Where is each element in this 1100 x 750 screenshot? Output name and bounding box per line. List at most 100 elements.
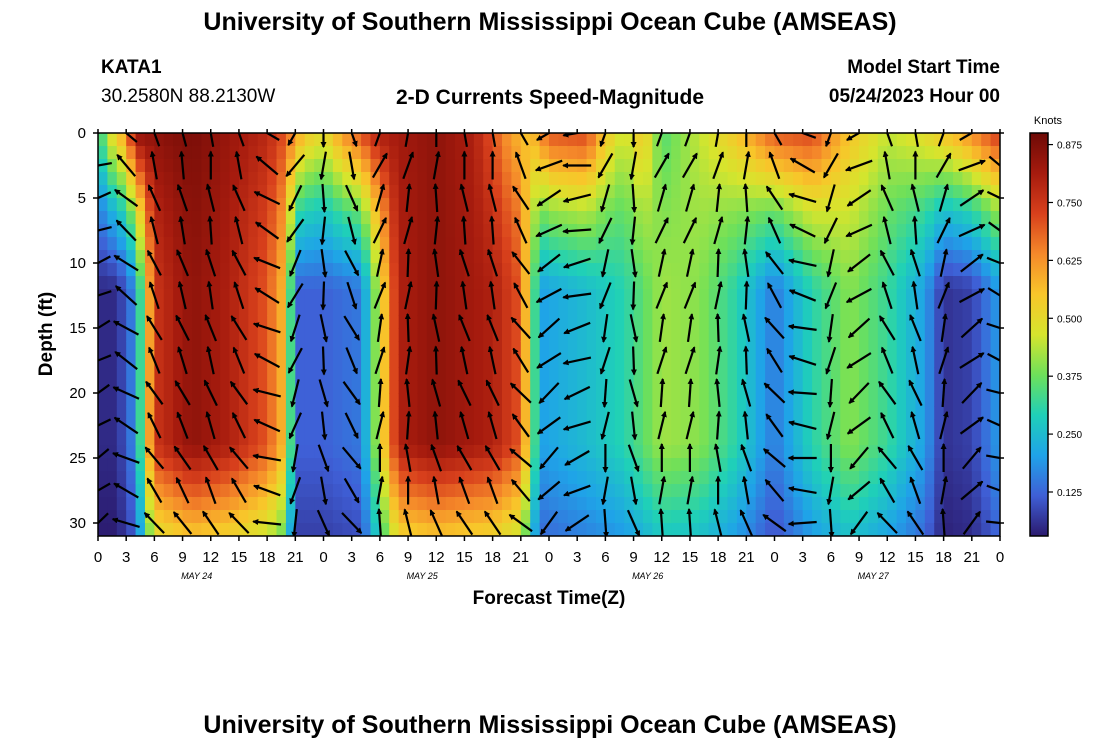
heatmap-cell — [520, 224, 531, 238]
heatmap-cell — [323, 159, 334, 173]
heatmap-cell — [887, 250, 898, 264]
heatmap-cell — [351, 367, 362, 381]
heatmap-cell — [953, 263, 964, 277]
heatmap-cell — [220, 497, 231, 511]
heatmap-cell — [182, 302, 193, 316]
heatmap-cell — [351, 406, 362, 420]
heatmap-cell — [943, 432, 954, 446]
heatmap-cell — [323, 458, 334, 472]
heatmap-cell — [802, 172, 813, 186]
heatmap-cell — [981, 159, 992, 173]
heatmap-cell — [624, 289, 635, 303]
heatmap-cell — [257, 302, 268, 316]
heatmap-cell — [765, 237, 776, 251]
heatmap-cell — [455, 432, 466, 446]
heatmap-cell — [943, 250, 954, 264]
heatmap-cell — [699, 341, 710, 355]
heatmap-cell — [567, 315, 578, 329]
heatmap-cell — [962, 250, 973, 264]
heatmap-cell — [671, 354, 682, 368]
heatmap-cell — [859, 471, 870, 485]
heatmap-cell — [116, 380, 127, 394]
heatmap-cell — [755, 289, 766, 303]
heatmap-cell — [342, 146, 353, 160]
heatmap-cell — [257, 367, 268, 381]
x-tick-label: 15 — [231, 549, 248, 566]
heatmap-cell — [191, 445, 202, 459]
heatmap-cell — [689, 523, 700, 536]
heatmap-cell — [765, 523, 776, 536]
heatmap-cell — [642, 354, 653, 368]
heatmap-cell — [201, 393, 212, 407]
heatmap-cell — [417, 328, 428, 342]
heatmap-cell — [671, 497, 682, 511]
heatmap-cell — [295, 133, 306, 147]
heatmap-cell — [971, 419, 982, 433]
heatmap-cell — [614, 406, 625, 420]
heatmap-cell — [361, 367, 372, 381]
heatmap-cell — [238, 445, 249, 459]
current-arrow — [910, 183, 920, 212]
heatmap-cell — [191, 159, 202, 173]
heatmap-cell — [370, 523, 381, 536]
heatmap-cell — [671, 263, 682, 277]
heatmap-cell — [511, 419, 522, 433]
current-arrow — [986, 418, 1000, 427]
heatmap-cell — [943, 445, 954, 459]
heatmap-cell — [98, 146, 108, 160]
heatmap-cell — [680, 406, 691, 420]
heatmap-cell — [408, 445, 419, 459]
heatmap-cell — [605, 380, 616, 394]
heatmap-cell — [821, 198, 832, 212]
heatmap-cell — [549, 458, 559, 472]
heatmap-cell — [661, 510, 672, 524]
heatmap-cell — [135, 484, 146, 498]
heatmap-cell — [567, 523, 578, 536]
heatmap-cell — [746, 250, 757, 264]
heatmap-cell — [332, 341, 343, 355]
heatmap-cell — [953, 198, 964, 212]
heatmap-cell — [699, 198, 710, 212]
heatmap-cell — [830, 471, 841, 485]
heatmap-cell — [173, 302, 184, 316]
heatmap-cell — [718, 393, 729, 407]
heatmap-cell — [671, 198, 682, 212]
current-arrow — [289, 314, 301, 343]
heatmap-cell — [182, 198, 193, 212]
heatmap-cell — [689, 380, 700, 394]
heatmap-cell — [285, 237, 296, 251]
heatmap-cell — [595, 419, 606, 433]
heatmap-cell — [962, 419, 973, 433]
heatmap-cell — [962, 341, 973, 355]
heatmap-cell — [765, 289, 776, 303]
heatmap-cell — [464, 354, 475, 368]
heatmap-cell — [614, 276, 625, 290]
heatmap-cell — [191, 458, 202, 472]
heatmap-cell — [718, 328, 729, 342]
heatmap-cell — [511, 302, 522, 316]
heatmap-cell — [783, 263, 794, 277]
heatmap-cell — [915, 393, 926, 407]
heatmap-cell — [389, 419, 400, 433]
heatmap-cell — [426, 419, 437, 433]
heatmap-cell — [718, 497, 729, 511]
heatmap-cell — [502, 380, 513, 394]
heatmap-cell — [680, 354, 691, 368]
heatmap-cell — [802, 211, 813, 225]
heatmap-cell — [342, 211, 353, 225]
heatmap-cell — [267, 354, 278, 368]
heatmap-cell — [746, 471, 757, 485]
heatmap-cell — [718, 367, 729, 381]
heatmap-cell — [859, 146, 870, 160]
heatmap-cell — [483, 380, 494, 394]
heatmap-cell — [408, 185, 419, 199]
current-arrow — [405, 410, 412, 440]
heatmap-cell — [727, 250, 738, 264]
heatmap-cell — [116, 159, 127, 173]
heatmap-cell — [502, 172, 513, 186]
heatmap-cell — [135, 445, 146, 459]
heatmap-cell — [652, 211, 663, 225]
heatmap-cell — [671, 237, 682, 251]
heatmap-cell — [586, 237, 597, 251]
heatmap-cell — [708, 133, 719, 147]
